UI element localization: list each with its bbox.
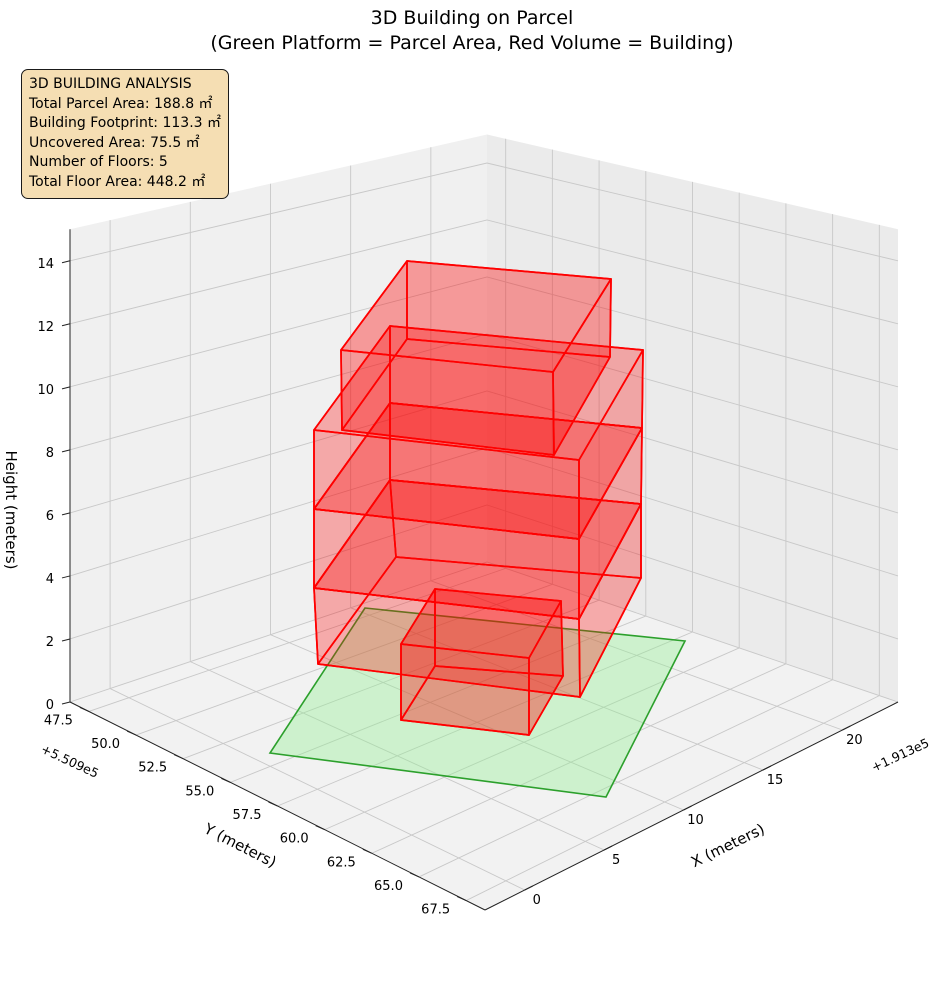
x-tick-label: 0 [533, 893, 541, 908]
y-tick-label: 62.5 [327, 855, 356, 870]
grid-line-z [69, 333, 899, 451]
grid-lines [69, 138, 899, 901]
grid-line-z [69, 162, 899, 262]
info-total-floor-area: Total Floor Area: 448.2 ㎡ [29, 173, 206, 190]
building-analysis-info-box: 3D BUILDING ANALYSIS Total Parcel Area: … [21, 69, 229, 199]
z-tick-label: 12 [37, 320, 54, 335]
info-heading: 3D BUILDING ANALYSIS [29, 76, 192, 92]
y-tick-mark [315, 825, 325, 831]
y-tick-mark [126, 730, 137, 736]
y-tick-mark [409, 872, 420, 878]
z-tick-mark [61, 386, 71, 390]
building-face [313, 325, 391, 510]
z-tick-label: 0 [46, 698, 54, 713]
floor-1 [313, 479, 642, 698]
info-uncovered-area: Uncovered Area: 75.5 ㎡ [29, 134, 200, 151]
z-tick-label: 4 [46, 572, 54, 587]
y-tick-label: 57.5 [233, 808, 262, 823]
z-tick-mark [61, 638, 71, 642]
y-tick-label: 67.5 [421, 903, 450, 918]
x-tick-mark [762, 765, 772, 771]
z-tick-mark [61, 260, 71, 264]
building-volume [268, 260, 687, 798]
z-tick-label: 2 [46, 635, 54, 650]
y-tick-label: 65.0 [374, 879, 403, 894]
y-tick-label: 47.5 [44, 713, 73, 728]
y-tick-mark [79, 706, 90, 712]
grid-line-z [69, 504, 899, 640]
y-tick-mark [173, 754, 184, 760]
ground-annex [400, 588, 564, 736]
y-tick-label: 50.0 [91, 737, 120, 752]
y-tick-label: 55.0 [185, 784, 214, 799]
grid-line-z [69, 276, 899, 388]
x-tick-mark [524, 885, 533, 891]
z-tick-label: 6 [46, 509, 54, 524]
z-tick-mark [61, 512, 71, 516]
z-tick-label: 8 [46, 446, 54, 461]
x-tick-mark [842, 725, 851, 731]
y-tick-label: 60.0 [280, 832, 309, 847]
x-tick-label: 5 [612, 853, 620, 868]
grid-line-z [69, 447, 899, 577]
z-tick-label: 10 [37, 383, 54, 398]
floor-4 [340, 260, 612, 456]
building-face [434, 588, 564, 677]
y-tick-label: 52.5 [138, 761, 167, 776]
info-building-footprint: Building Footprint: 113.3 ㎡ [29, 115, 222, 131]
z-tick-mark [61, 449, 71, 453]
building-face [400, 588, 436, 721]
z-tick-mark [61, 575, 71, 579]
grid-line-z [69, 219, 899, 325]
y-tick-mark [221, 777, 231, 783]
x-tick-mark [683, 805, 692, 811]
z-axis-title: Height (meters) [2, 451, 20, 570]
chart-title-line-1: 3D Building on Parcel [370, 7, 574, 29]
floor-pane [70, 562, 898, 910]
z-tick-mark [61, 701, 71, 705]
back-pane-left [70, 134, 487, 702]
y-tick-mark [362, 848, 373, 854]
info-parcel-area: Total Parcel Area: 188.8 ㎡ [29, 95, 213, 112]
grid-line-z [69, 561, 899, 703]
info-number-of-floors: Number of Floors: 5 [29, 154, 168, 170]
x-tick-mark [603, 845, 613, 851]
z-tick-mark [61, 323, 71, 327]
chart-title-line-2: (Green Platform = Parcel Area, Red Volum… [210, 32, 734, 54]
y-tick-mark [456, 896, 467, 902]
x-tick-label: 20 [846, 733, 863, 748]
z-tick-label: 14 [37, 257, 54, 272]
grid-line-z [69, 390, 899, 514]
floor-3 [313, 325, 644, 540]
x-tick-label: 10 [687, 813, 704, 828]
y-axis-title: Y (meters) [200, 819, 279, 871]
building-face [340, 260, 408, 431]
x-offset-label: +1.913e5 [869, 735, 931, 775]
x-tick-label: 15 [767, 773, 784, 788]
y-tick-mark [268, 801, 278, 807]
